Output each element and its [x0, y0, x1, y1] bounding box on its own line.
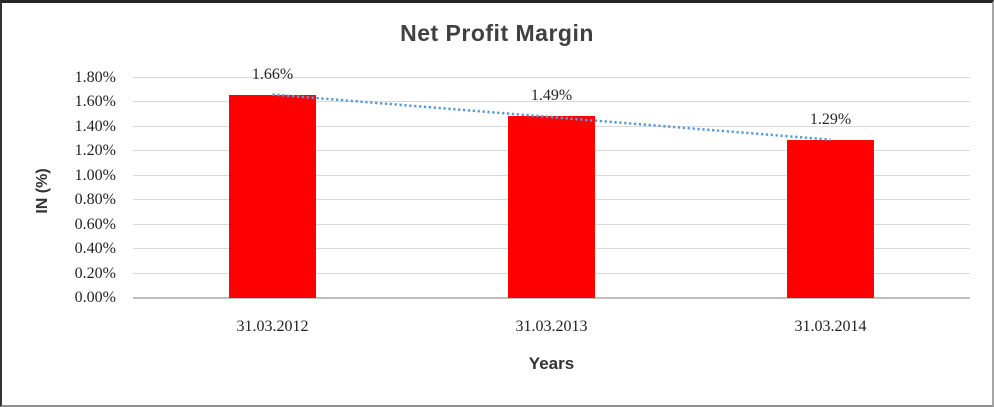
y-tick-label: 1.20% [74, 142, 116, 159]
y-tick-label: 1.40% [74, 118, 116, 135]
y-tick-label: 0.00% [74, 289, 116, 306]
bar-data-label: 1.49% [530, 86, 573, 104]
trendline-path [272, 93, 831, 141]
bar-31.03.2013 [508, 115, 595, 298]
chart-title: Net Profit Margin [400, 20, 594, 46]
trendline [272, 93, 831, 141]
x-tick-label: 31.03.2013 [515, 318, 588, 335]
y-tick-label: 0.80% [74, 191, 116, 208]
y-tick-label: 1.80% [74, 69, 116, 86]
x-axis-line [133, 297, 970, 299]
bar-31.03.2012 [229, 95, 316, 298]
bar-31.03.2014 [787, 140, 874, 298]
y-tick-label: 1.00% [74, 167, 116, 184]
x-tick-label: 31.03.2014 [794, 318, 867, 335]
x-tick-label: 31.03.2012 [236, 318, 309, 335]
y-tick-label: 1.60% [74, 93, 116, 110]
x-axis-title: Years [528, 354, 575, 373]
y-tick-label: 0.20% [74, 265, 116, 282]
y-gridline [133, 77, 970, 78]
bar-data-label: 1.66% [251, 66, 294, 84]
bar-data-label: 1.29% [809, 111, 852, 129]
y-tick-label: 0.60% [74, 216, 116, 233]
y-tick-label: 0.40% [74, 240, 116, 257]
y-gridline [133, 101, 970, 102]
